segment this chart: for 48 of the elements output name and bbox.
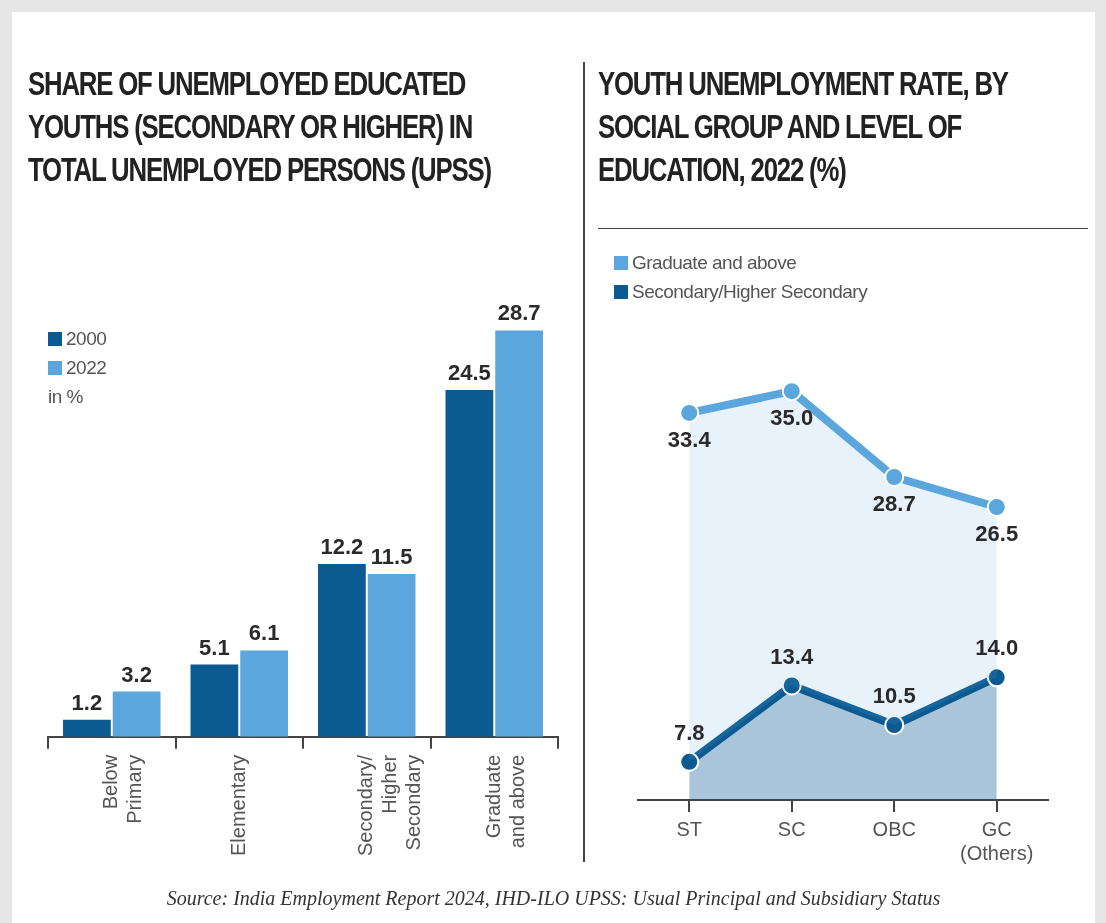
bar [367,573,416,737]
bar [445,389,494,737]
legend-label: Secondary/Higher Secondary [632,280,868,304]
legend-label: Graduate and above [632,251,797,275]
x-tick-label: GC (Others) [960,817,1034,864]
data-label: 6.1 [248,620,280,646]
point [781,381,802,402]
data-label: 10.5 [872,683,916,709]
legend-label: 2022 [66,356,107,380]
source-note: Source: India Employment Report 2024, IHD-ILO UPSS: Usual Principal and Subsidiary Status [165,887,942,910]
bar [63,719,111,737]
y-axis-title: in % [48,385,84,409]
chart-title: SHARE OF UNEMPLOYED EDUCATED YOUTHS (SECONDARY OR HIGHER) IN TOTAL UNEMPLOYED PERSONS (UPSS) [28,64,492,190]
data-label: 28.7 [872,491,916,516]
point [986,496,1007,517]
x-tick-label: Secondary/ Higher Secondary [354,754,425,856]
x-tick-label: Graduate and above [481,754,528,849]
data-label: 3.2 [121,661,152,687]
bar [240,650,288,737]
data-label: 24.5 [447,359,491,385]
bar [318,564,366,737]
point [884,715,905,736]
data-label: 26.5 [975,520,1019,546]
chart-title: YOUTH UNEMPLOYMENT RATE, BY SOCIAL GROUP AND LEVEL OF EDUCATION, 2022 (%) [598,64,1009,190]
point [884,467,905,487]
data-label: 14.0 [975,635,1019,661]
data-label: 1.2 [71,689,103,715]
data-label: 7.8 [673,719,705,745]
data-label: 11.5 [370,543,413,569]
point [781,675,802,696]
data-label: 35.0 [770,405,814,431]
legend-label: 2000 [66,327,107,351]
bar [190,664,239,737]
x-tick-label: OBC [872,817,916,840]
x-tick-label: ST [676,817,703,840]
data-label: 33.4 [667,426,712,452]
data-label: 28.7 [497,300,541,326]
x-tick-label: Below Primary [99,754,146,824]
data-label: 12.2 [320,534,364,560]
x-tick-label: SC [777,817,806,840]
point [679,402,700,423]
point [679,751,700,772]
point [986,667,1007,688]
data-label: 5.1 [199,634,230,660]
bar [495,330,543,737]
bar [112,691,161,737]
x-tick-label: Elementary [226,754,249,856]
data-label: 13.4 [770,643,814,669]
